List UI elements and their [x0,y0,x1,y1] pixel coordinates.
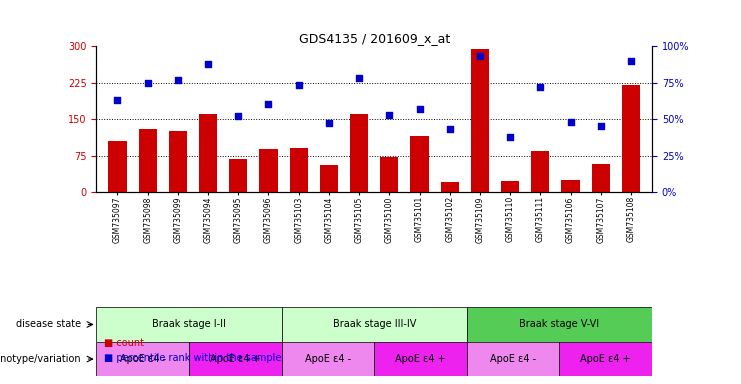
Point [474,53,486,60]
Text: ApoE ε4 -: ApoE ε4 - [119,354,166,364]
Point [293,83,305,89]
Bar [282,307,467,342]
Text: genotype/variation: genotype/variation [0,354,81,364]
Point [444,126,456,132]
Point [233,113,245,119]
Point [565,119,576,125]
Point [595,123,607,129]
Text: Braak stage III-IV: Braak stage III-IV [333,319,416,329]
Point [353,75,365,81]
Bar [108,141,127,192]
Bar [559,342,652,376]
Text: Braak stage I-II: Braak stage I-II [152,319,226,329]
Bar [290,148,308,192]
Text: ApoE ε4 +: ApoE ε4 + [580,354,631,364]
Bar [139,129,157,192]
Point [172,76,184,83]
Bar [380,157,399,192]
Bar [96,307,282,342]
Point [323,120,335,126]
Bar [350,114,368,192]
Point [112,97,124,103]
Point [383,112,395,118]
Title: GDS4135 / 201609_x_at: GDS4135 / 201609_x_at [299,32,450,45]
Bar [411,136,428,192]
Bar [259,149,278,192]
Bar [96,342,189,376]
Bar [374,342,467,376]
Point [534,84,546,90]
Text: ■ count: ■ count [104,338,144,348]
Text: ApoE ε4 -: ApoE ε4 - [490,354,536,364]
Bar [189,342,282,376]
Text: ApoE ε4 +: ApoE ε4 + [210,354,261,364]
Text: ApoE ε4 +: ApoE ε4 + [395,354,446,364]
Point [262,101,274,108]
Bar [562,180,579,192]
Text: ApoE ε4 -: ApoE ε4 - [305,354,351,364]
Text: Braak stage V-VI: Braak stage V-VI [519,319,599,329]
Point [142,79,153,86]
Point [413,106,425,112]
Bar [441,182,459,192]
Point [504,134,516,140]
Bar [501,181,519,192]
Bar [471,48,489,192]
Bar [591,164,610,192]
Bar [320,165,338,192]
Bar [531,151,549,192]
Bar [467,342,559,376]
Bar [282,342,374,376]
Text: disease state: disease state [16,319,81,329]
Point [625,58,637,64]
Text: ■ percentile rank within the sample: ■ percentile rank within the sample [104,353,281,363]
Bar [169,131,187,192]
Bar [229,159,247,192]
Point [202,61,214,67]
Bar [622,85,640,192]
Bar [199,114,217,192]
Bar [467,307,652,342]
